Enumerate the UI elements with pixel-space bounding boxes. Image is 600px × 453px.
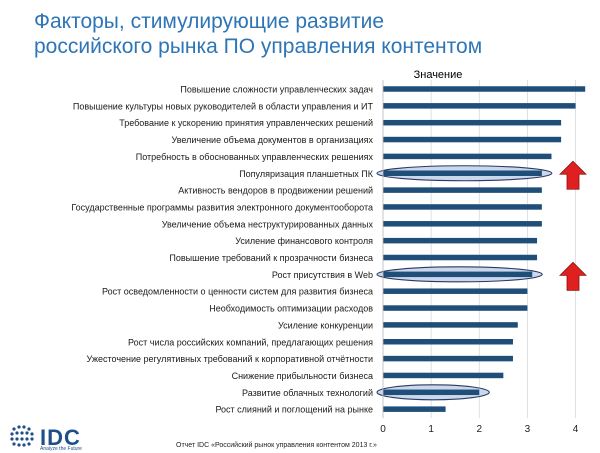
bar	[383, 136, 562, 143]
bar	[383, 204, 542, 210]
category-label: Требование к ускорению принятия управлен…	[119, 118, 373, 128]
logo-name: IDC	[40, 425, 81, 450]
category-label: Увеличение объема документов в организац…	[172, 135, 374, 145]
category-label: Популяризация планшетных ПК	[239, 169, 374, 179]
bar	[383, 305, 528, 311]
category-label: Снижение прибыльности бизнеса	[232, 371, 373, 381]
logo-tagline: Analyze the Future	[40, 446, 82, 452]
footer-source: Отчет IDC «Российский рынок управления к…	[176, 442, 377, 449]
category-label: Усиление конкуренции	[278, 320, 373, 330]
bar	[383, 153, 552, 160]
category-label: Ужесточение регулятивных требований к ко…	[87, 354, 373, 364]
bar	[383, 372, 504, 379]
x-tick-label: 0	[380, 424, 386, 435]
category-label: Необходимость оптимизации расходов	[209, 304, 373, 314]
category-label: Рост осведомленности о ценности систем д…	[102, 287, 373, 297]
title-line-2: российского рынка ПО управления контенто…	[34, 35, 483, 58]
category-label: Потребность в обоснованных управленчески…	[136, 152, 374, 162]
category-label: Повышение требований к прозрачности бизн…	[169, 253, 373, 263]
bar	[383, 187, 542, 193]
bar	[383, 237, 538, 244]
x-tick-label: 2	[476, 424, 482, 435]
bar	[383, 86, 586, 92]
bar	[383, 406, 446, 412]
category-label: Активность вендоров в продвижении решени…	[178, 186, 373, 196]
category-label: Рост присутствия в Web	[272, 270, 373, 280]
category-label: Увеличение объема неструктурированных да…	[162, 219, 374, 229]
bar	[383, 339, 513, 345]
category-label: Рост числа российских компаний, предлага…	[128, 337, 373, 347]
slide-title: Факторы, стимулирующие развитие российск…	[34, 9, 574, 59]
category-label: Усиление финансового контроля	[235, 236, 373, 246]
bar	[383, 389, 480, 396]
up-arrow-icon	[559, 261, 587, 291]
category-label: Повышение сложности управленческих задач	[180, 85, 373, 95]
category-label: Государственные программы развития элект…	[71, 202, 373, 212]
bar	[383, 355, 513, 362]
up-arrow-icon	[559, 160, 587, 190]
bar	[383, 221, 542, 227]
bar	[383, 271, 533, 278]
category-label: Повышение культуры новых руководителей в…	[73, 101, 374, 111]
category-label: Рост слияний и поглощений на рынке	[215, 405, 373, 415]
x-tick-label: 4	[573, 424, 579, 435]
x-tick-label: 1	[428, 424, 434, 435]
bar	[383, 170, 542, 176]
idc-logo-icon	[10, 425, 34, 447]
bar	[383, 288, 528, 294]
bar	[383, 103, 576, 109]
bar	[383, 119, 562, 126]
bar	[383, 322, 518, 328]
category-label: Развитие облачных технологий	[242, 388, 373, 398]
title-line-1: Факторы, стимулирующие развитие	[34, 10, 384, 33]
bar	[383, 254, 538, 261]
legend-label: Значение	[414, 69, 463, 81]
x-tick-label: 3	[525, 424, 531, 435]
